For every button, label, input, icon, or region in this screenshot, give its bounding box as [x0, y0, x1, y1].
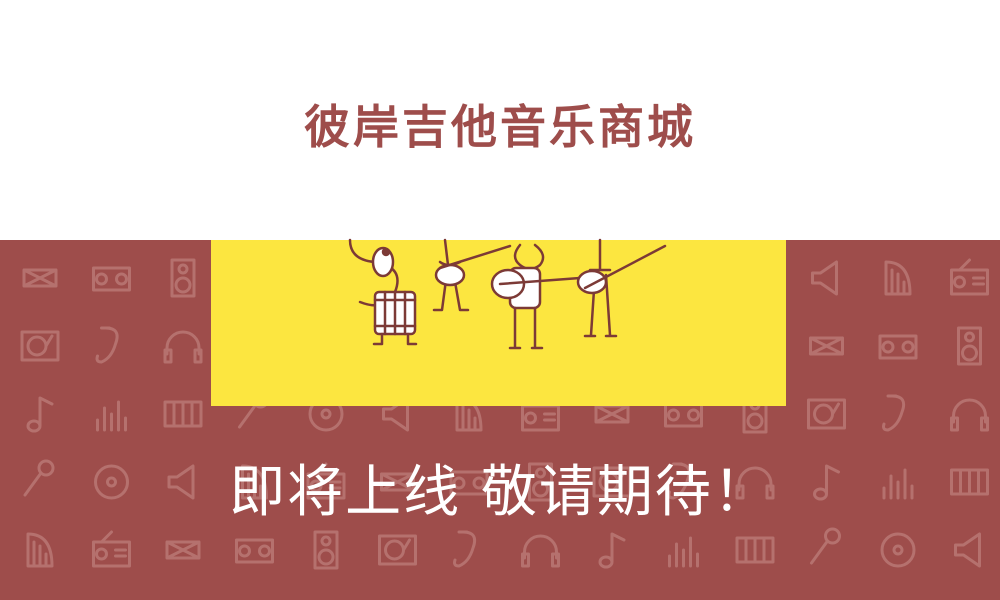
- headphones-icon: [735, 466, 775, 500]
- saxophone-icon: [882, 394, 906, 432]
- header-panel: 彼岸吉他音乐商城: [0, 0, 1000, 240]
- vinyl-icon: [880, 532, 916, 568]
- microphone-icon: [23, 459, 55, 497]
- boombox-icon: [878, 334, 918, 360]
- guitarist-figure-2: [490, 243, 582, 350]
- guitarist-figure-3: [576, 238, 667, 338]
- page-title: 彼岸吉他音乐商城: [304, 100, 696, 154]
- saxophone-icon: [667, 462, 691, 500]
- boombox-icon: [92, 266, 131, 292]
- megaphone-icon: [811, 260, 838, 296]
- turntable-icon: [378, 534, 417, 566]
- headphones-icon: [521, 534, 560, 568]
- radio-icon: [92, 530, 131, 568]
- turntable-icon: [807, 398, 846, 430]
- radio-icon: [521, 394, 560, 432]
- megaphone-icon: [167, 464, 195, 500]
- piano-keys-icon: [735, 536, 775, 564]
- microphone-icon: [810, 527, 841, 565]
- radio-icon: [950, 258, 989, 296]
- coming-soon-tagline: 即将上线 敬请期待！: [229, 460, 771, 525]
- boombox-icon: [235, 538, 274, 564]
- megaphone-icon: [382, 396, 409, 432]
- speaker-icon: [170, 258, 196, 298]
- drum-icon: [809, 336, 844, 356]
- piano-keys-icon: [163, 400, 203, 428]
- speaker-icon: [313, 530, 339, 570]
- band-musicians: [348, 238, 667, 350]
- vinyl-icon: [94, 464, 129, 500]
- drum-icon: [165, 540, 201, 560]
- equalizer-icon: [882, 468, 914, 500]
- piano-keys-icon: [950, 468, 989, 496]
- megaphone-icon: [954, 532, 981, 568]
- equalizer-icon: [96, 400, 127, 432]
- saxophone-icon: [453, 530, 477, 568]
- guitarist-figure-1: [432, 238, 512, 312]
- music-note-icon: [598, 532, 626, 569]
- boombox-icon: [449, 470, 489, 496]
- yellow-banner: [211, 240, 786, 406]
- saxophone-icon: [95, 326, 119, 364]
- speaker-icon: [528, 462, 553, 502]
- harp-icon: [26, 532, 54, 568]
- drum-icon: [22, 268, 58, 288]
- radio-icon: [306, 462, 346, 500]
- music-note-icon: [813, 464, 840, 501]
- headphones-icon: [163, 330, 203, 364]
- turntable-icon: [592, 466, 632, 498]
- drummer-figure: [348, 238, 418, 346]
- turntable-icon: [20, 330, 60, 362]
- harp-icon: [884, 260, 912, 296]
- equalizer-icon: [668, 536, 699, 568]
- headphones-icon: [950, 398, 989, 432]
- drum-icon: [380, 472, 415, 492]
- music-note-icon: [26, 396, 54, 433]
- harp-icon: [241, 464, 268, 500]
- speaker-icon: [957, 326, 982, 366]
